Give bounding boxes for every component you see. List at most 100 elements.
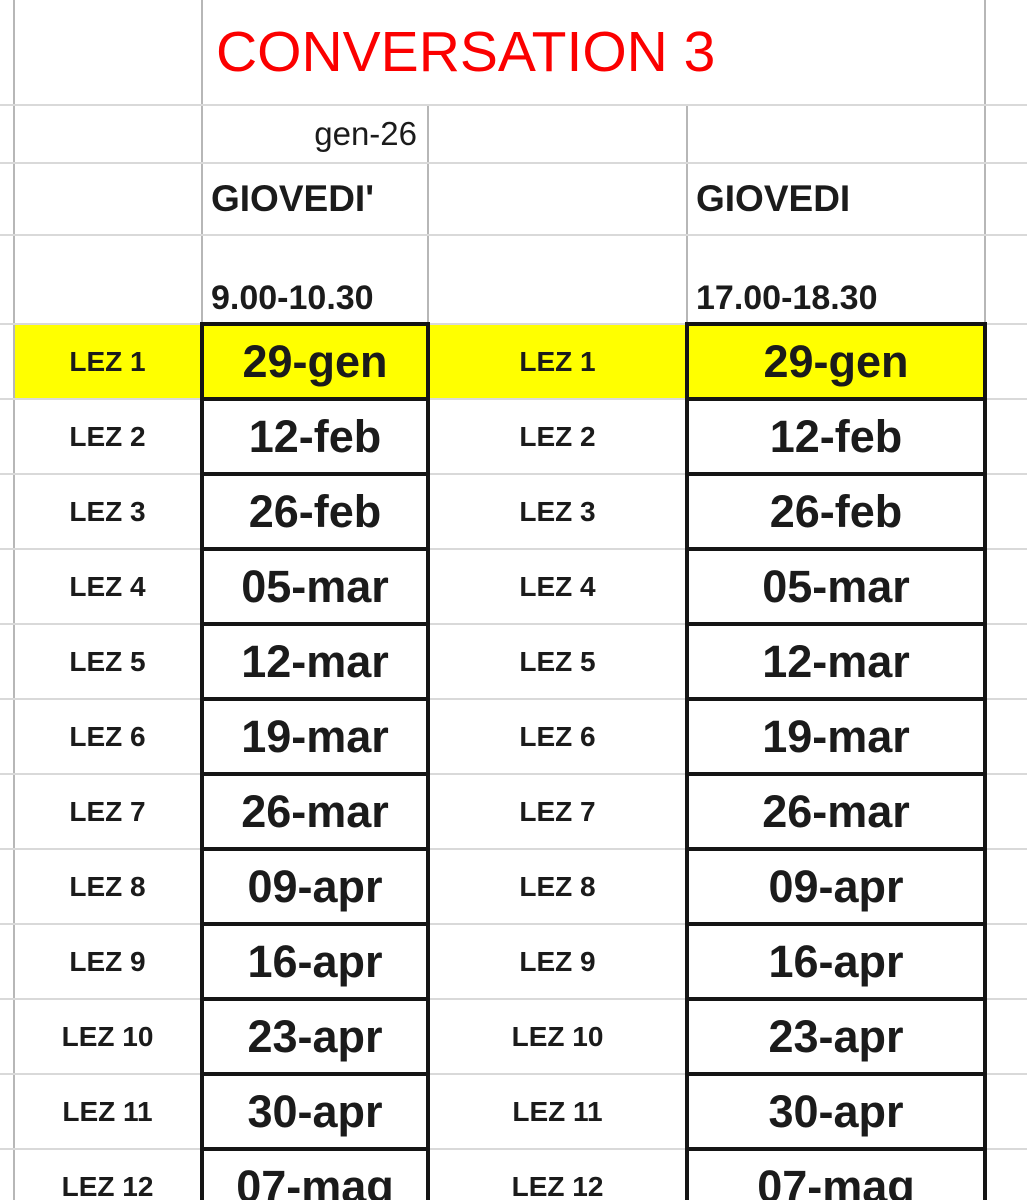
edge-cell <box>0 235 15 325</box>
lesson-date-right: 12-feb <box>684 397 988 476</box>
edge-cell <box>0 924 15 1000</box>
lesson-date-left: 05-mar <box>200 547 430 626</box>
month-label: gen-26 <box>202 105 429 164</box>
empty-cell <box>985 235 1027 325</box>
edge-cell <box>0 699 15 775</box>
edge-cell <box>0 1149 15 1200</box>
edge-cell <box>0 0 15 106</box>
lesson-label-left: LEZ 1 <box>14 324 203 400</box>
lesson-label-left: LEZ 8 <box>14 849 203 925</box>
lesson-label-right: LEZ 5 <box>428 624 688 700</box>
edge-cell <box>0 774 15 850</box>
empty-cell <box>985 399 1027 475</box>
lesson-label-right: LEZ 12 <box>428 1149 688 1200</box>
empty-cell <box>985 1074 1027 1150</box>
lesson-date-right: 30-apr <box>684 1072 988 1151</box>
empty-cell <box>985 549 1027 625</box>
lesson-label-right: LEZ 9 <box>428 924 688 1000</box>
edge-cell <box>0 624 15 700</box>
lesson-label-right: LEZ 10 <box>428 999 688 1075</box>
empty-cell <box>687 105 987 164</box>
lesson-label-left: LEZ 3 <box>14 474 203 550</box>
empty-cell <box>428 105 688 164</box>
edge-cell <box>0 399 15 475</box>
lesson-label-left: LEZ 6 <box>14 699 203 775</box>
lesson-label-right: LEZ 8 <box>428 849 688 925</box>
lesson-date-left: 26-feb <box>200 472 430 551</box>
edge-cell <box>0 849 15 925</box>
lesson-label-right: LEZ 1 <box>428 324 688 400</box>
lesson-row-1: LEZ 1 29-gen LEZ 1 29-gen <box>0 322 1027 401</box>
edge-cell <box>0 105 15 164</box>
lesson-label-right: LEZ 7 <box>428 774 688 850</box>
lesson-date-right: 16-apr <box>684 922 988 1001</box>
lesson-row-5: LEZ 5 12-mar LEZ 5 12-mar <box>0 622 1027 701</box>
empty-cell <box>985 163 1027 236</box>
empty-cell <box>985 474 1027 550</box>
lesson-date-left: 16-apr <box>200 922 430 1001</box>
edge-cell <box>0 1074 15 1150</box>
lesson-label-left: LEZ 2 <box>14 399 203 475</box>
lesson-label-left: LEZ 10 <box>14 999 203 1075</box>
empty-cell <box>985 999 1027 1075</box>
lesson-date-right: 09-apr <box>684 847 988 926</box>
lesson-date-right: 05-mar <box>684 547 988 626</box>
lesson-row-10: LEZ 10 23-apr LEZ 10 23-apr <box>0 997 1027 1076</box>
empty-cell <box>14 163 203 236</box>
lesson-date-left: 12-feb <box>200 397 430 476</box>
lesson-date-right: 26-feb <box>684 472 988 551</box>
lesson-label-left: LEZ 7 <box>14 774 203 850</box>
lesson-row-11: LEZ 11 30-apr LEZ 11 30-apr <box>0 1072 1027 1151</box>
lesson-label-right: LEZ 6 <box>428 699 688 775</box>
lesson-label-right: LEZ 3 <box>428 474 688 550</box>
lesson-row-12: LEZ 12 07-mag LEZ 12 07-mag <box>0 1147 1027 1200</box>
left-day-header: GIOVEDI' <box>202 163 429 236</box>
empty-cell <box>985 849 1027 925</box>
lesson-label-right: LEZ 11 <box>428 1074 688 1150</box>
lesson-date-right: 07-mag <box>684 1147 988 1200</box>
lesson-row-6: LEZ 6 19-mar LEZ 6 19-mar <box>0 697 1027 776</box>
lesson-row-7: LEZ 7 26-mar LEZ 7 26-mar <box>0 772 1027 851</box>
day-header-row: GIOVEDI' GIOVEDI <box>0 163 1027 236</box>
lesson-label-right: LEZ 2 <box>428 399 688 475</box>
lesson-row-9: LEZ 9 16-apr LEZ 9 16-apr <box>0 922 1027 1001</box>
left-time-header: 9.00-10.30 <box>202 235 429 325</box>
empty-cell <box>985 624 1027 700</box>
lesson-date-left: 19-mar <box>200 697 430 776</box>
lesson-row-8: LEZ 8 09-apr LEZ 8 09-apr <box>0 847 1027 926</box>
lesson-label-left: LEZ 5 <box>14 624 203 700</box>
empty-cell <box>985 774 1027 850</box>
lesson-row-4: LEZ 4 05-mar LEZ 4 05-mar <box>0 547 1027 626</box>
lesson-date-left: 12-mar <box>200 622 430 701</box>
empty-cell <box>14 0 203 106</box>
lesson-label-right: LEZ 4 <box>428 549 688 625</box>
right-time-header: 17.00-18.30 <box>687 235 987 325</box>
empty-cell <box>985 105 1027 164</box>
lesson-date-right: 29-gen <box>684 322 988 401</box>
empty-cell <box>985 324 1027 400</box>
month-row: gen-26 <box>0 105 1027 164</box>
lesson-date-left: 26-mar <box>200 772 430 851</box>
lesson-date-right: 12-mar <box>684 622 988 701</box>
lesson-date-right: 19-mar <box>684 697 988 776</box>
empty-cell <box>428 235 688 325</box>
edge-cell <box>0 549 15 625</box>
empty-cell <box>428 163 688 236</box>
sheet-title: CONVERSATION 3 <box>202 0 987 106</box>
edge-cell <box>0 163 15 236</box>
lesson-label-left: LEZ 11 <box>14 1074 203 1150</box>
edge-cell <box>0 324 15 400</box>
empty-cell <box>985 1149 1027 1200</box>
lesson-date-left: 23-apr <box>200 997 430 1076</box>
title-row: CONVERSATION 3 <box>0 0 1027 106</box>
lesson-date-right: 26-mar <box>684 772 988 851</box>
lesson-date-right: 23-apr <box>684 997 988 1076</box>
lesson-label-left: LEZ 9 <box>14 924 203 1000</box>
empty-cell <box>14 235 203 325</box>
edge-cell <box>0 474 15 550</box>
lesson-label-left: LEZ 12 <box>14 1149 203 1200</box>
lesson-date-left: 09-apr <box>200 847 430 926</box>
lesson-date-left: 30-apr <box>200 1072 430 1151</box>
